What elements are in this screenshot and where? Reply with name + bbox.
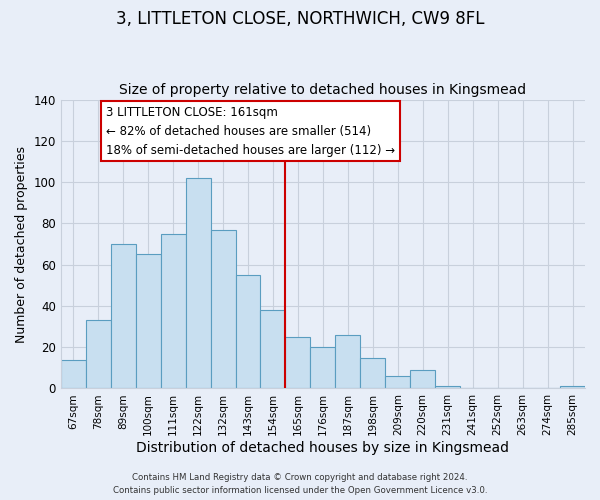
Title: Size of property relative to detached houses in Kingsmead: Size of property relative to detached ho…: [119, 83, 526, 97]
Bar: [361, 358, 385, 388]
Bar: [136, 254, 161, 388]
Bar: [435, 386, 460, 388]
Bar: [385, 376, 410, 388]
Bar: [260, 310, 286, 388]
Bar: [560, 386, 585, 388]
Bar: [111, 244, 136, 388]
Bar: [335, 335, 361, 388]
Bar: [185, 178, 211, 388]
Text: 3 LITTLETON CLOSE: 161sqm
← 82% of detached houses are smaller (514)
18% of semi: 3 LITTLETON CLOSE: 161sqm ← 82% of detac…: [106, 106, 395, 156]
Bar: [410, 370, 435, 388]
Y-axis label: Number of detached properties: Number of detached properties: [15, 146, 28, 342]
Bar: [86, 320, 111, 388]
Bar: [161, 234, 185, 388]
Text: Contains HM Land Registry data © Crown copyright and database right 2024.
Contai: Contains HM Land Registry data © Crown c…: [113, 474, 487, 495]
Bar: [310, 347, 335, 389]
Bar: [236, 275, 260, 388]
Bar: [211, 230, 236, 388]
Bar: [286, 337, 310, 388]
Text: 3, LITTLETON CLOSE, NORTHWICH, CW9 8FL: 3, LITTLETON CLOSE, NORTHWICH, CW9 8FL: [116, 10, 484, 28]
Bar: [61, 360, 86, 388]
X-axis label: Distribution of detached houses by size in Kingsmead: Distribution of detached houses by size …: [136, 441, 509, 455]
